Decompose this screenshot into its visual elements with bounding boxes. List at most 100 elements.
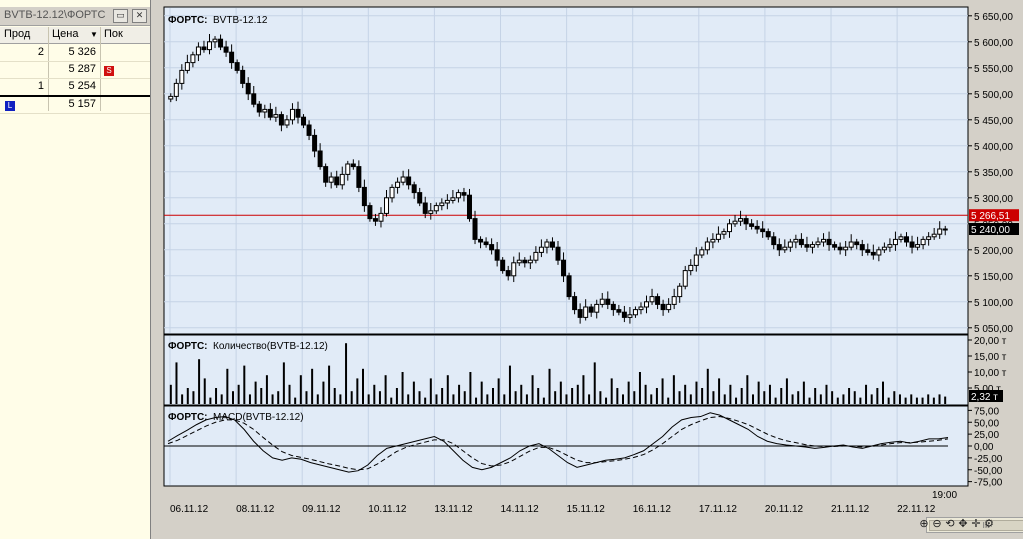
candle-body	[865, 249, 871, 253]
auto-scale-icon[interactable]: ⟲	[945, 518, 955, 530]
candle-body	[704, 241, 710, 251]
reference-price-tag	[969, 209, 1019, 222]
chart-canvas[interactable]: ФОРТС: BVTB-12.12 ФОРТС: Количество(BVTB…	[158, 0, 1023, 539]
price-tick-label: 5 200,00	[974, 246, 1013, 257]
candle-body	[937, 228, 943, 235]
limit-order-badge[interactable]: L	[5, 101, 15, 111]
candle-body	[516, 259, 522, 264]
sort-down-icon[interactable]: ▼	[90, 30, 98, 39]
candle-body	[726, 223, 732, 233]
date-tick-label: 10.11.12	[368, 504, 407, 515]
candle-body	[566, 275, 572, 298]
candle-body	[776, 244, 782, 251]
candle-body	[887, 244, 893, 248]
macd-tick-label: 25,00	[974, 430, 999, 441]
candle-body	[234, 62, 240, 71]
candle-body	[317, 150, 323, 168]
macd-signal-line	[167, 416, 949, 471]
candle-body	[444, 199, 450, 204]
candle-body	[804, 244, 810, 248]
candle-body	[588, 306, 594, 313]
candle-body	[223, 46, 229, 53]
candle-body	[577, 309, 583, 318]
scrollbar-thumb[interactable]: III	[929, 520, 1023, 531]
volume-tick-label: 5,00 т	[974, 384, 1001, 395]
price-cell: 5 287	[68, 63, 96, 75]
macd-tick-label: -75,00	[974, 478, 1003, 489]
candle-body	[301, 116, 307, 126]
order-book-row[interactable]: 1 5 254	[0, 78, 150, 97]
close-icon[interactable]: ✕	[132, 9, 147, 23]
candle-body	[655, 296, 661, 305]
candle-body	[201, 46, 207, 51]
candle-body	[738, 218, 744, 222]
candle-body	[638, 306, 644, 311]
candle-body	[715, 233, 721, 240]
candle-body	[605, 298, 611, 305]
macd-tick-label: -50,00	[974, 466, 1003, 477]
volume-pane-title-bold: ФОРТС:	[168, 341, 208, 352]
candle-body	[455, 192, 461, 199]
order-book-row[interactable]: 5 287 S	[0, 61, 150, 79]
candle-body	[843, 246, 849, 251]
order-book-row[interactable]: 2 5 326	[0, 44, 150, 62]
candle-body	[478, 238, 484, 243]
candle-body	[500, 259, 506, 272]
minimize-icon[interactable]: ▭	[113, 9, 128, 23]
date-tick-label: 14.11.12	[501, 504, 540, 515]
candle-body	[306, 124, 312, 136]
horizontal-scrollbar[interactable]: III	[926, 517, 1023, 533]
candle-body	[361, 186, 367, 207]
candle-body	[367, 205, 373, 220]
macd-tick-label: 50,00	[974, 418, 999, 429]
column-header-price[interactable]: Цена	[52, 28, 79, 40]
candle-body	[549, 241, 555, 248]
date-tick-label: 17.11.12	[699, 504, 738, 515]
date-tick-label: 08.11.12	[236, 504, 275, 515]
candle-body	[915, 244, 921, 248]
crosshair-icon[interactable]: ✛	[971, 518, 981, 530]
candle-body	[168, 95, 174, 100]
last-price-label: 5 240,00	[971, 225, 1010, 236]
candle-body	[389, 186, 395, 199]
candle-body	[284, 119, 290, 126]
price-cell: 5 326	[68, 46, 96, 58]
candle-body	[273, 114, 279, 118]
column-header-sell[interactable]: Прод	[4, 28, 31, 40]
candle-body	[666, 303, 672, 311]
candle-body	[583, 306, 589, 318]
candle-body	[765, 231, 771, 238]
price-tick-label: 5 450,00	[974, 116, 1013, 127]
volume-pane-title: Количество(BVTB-12.12)	[213, 341, 328, 352]
candle-body	[555, 246, 561, 261]
candle-body	[505, 270, 511, 277]
candle-body	[749, 223, 755, 227]
chart-window: ФОРТС: BVTB-12.12 ФОРТС: Количество(BVTB…	[158, 0, 1023, 539]
volume-tick-label: 15,00 т	[974, 352, 1007, 363]
candle-body	[599, 298, 605, 305]
settings-icon[interactable]: ⚙	[984, 518, 994, 530]
price-tick-label: 5 300,00	[974, 194, 1013, 205]
date-tick-label: 09.11.12	[302, 504, 341, 515]
candle-body	[942, 228, 948, 231]
price-tick-label: 5 350,00	[974, 168, 1013, 179]
macd-tick-label: 75,00	[974, 406, 999, 417]
time-label: 19:00	[932, 490, 957, 501]
zoom-in-icon[interactable]: ⊕	[919, 518, 929, 530]
candle-body	[378, 212, 384, 222]
move-icon[interactable]: ✥	[958, 518, 968, 530]
date-tick-label: 20.11.12	[765, 504, 804, 515]
column-header-buy[interactable]: Пок	[104, 28, 123, 40]
candle-body	[350, 163, 356, 168]
candle-body	[334, 176, 340, 186]
candle-body	[229, 51, 235, 64]
sell-qty: 1	[37, 80, 44, 92]
stop-order-badge[interactable]: S	[104, 66, 114, 76]
candle-body	[323, 166, 329, 183]
candle-body	[372, 218, 378, 222]
candle-body	[610, 303, 616, 311]
price-tick-label: 5 550,00	[974, 64, 1013, 75]
zoom-out-icon[interactable]: ⊖	[932, 518, 942, 530]
order-book-row[interactable]: L 5 157	[0, 96, 150, 114]
order-book-panel: BVTB-12.12\ФОРТС ▭ ✕ Прод Цена ▼ Пок 2 5…	[0, 0, 151, 539]
